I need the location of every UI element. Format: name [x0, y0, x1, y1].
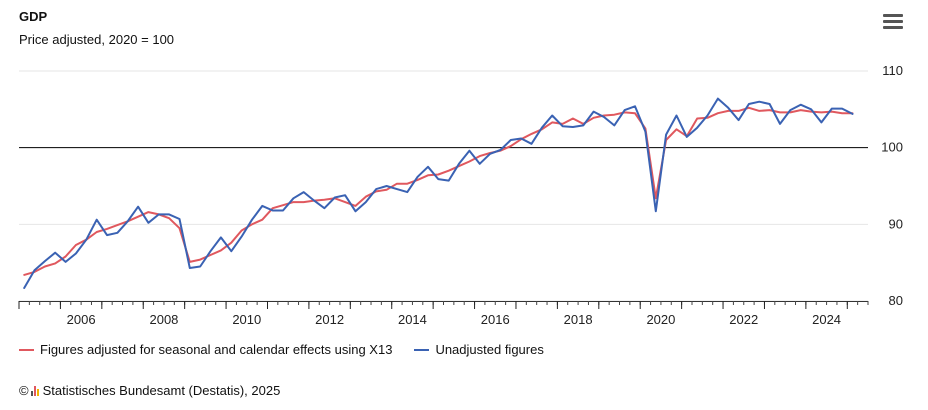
x-tick-label: 2016 — [481, 312, 510, 327]
y-tick-label: 110 — [882, 63, 903, 78]
x-tick-label: 2010 — [232, 312, 261, 327]
hamburger-menu-icon[interactable] — [883, 14, 903, 32]
y-tick-label: 80 — [889, 293, 903, 308]
x-tick-label: 2014 — [398, 312, 427, 327]
gdp-line-chart: 80 90 100 110 2006 2008 2010 2012 2014 2016 2018 20… — [18, 63, 903, 327]
chart-title: GDP — [19, 9, 48, 24]
x-tick-label: 2012 — [315, 312, 344, 327]
x-tick-label: 2018 — [564, 312, 593, 327]
credits-text: Statistisches Bundesamt (Destatis), 2025 — [42, 383, 281, 398]
chart-subtitle: Price adjusted, 2020 = 100 — [19, 32, 175, 47]
legend-label-unadjusted: Unadjusted figures — [435, 342, 544, 357]
x-tick-label: 2020 — [646, 312, 675, 327]
y-tick-label: 100 — [881, 140, 903, 155]
chart-legend: Figures adjusted for seasonal and calend… — [19, 342, 544, 357]
menu-bar — [883, 14, 903, 17]
y-tick-label: 90 — [889, 216, 903, 231]
legend-swatch-seasonal — [19, 348, 34, 351]
x-tick-label: 2022 — [729, 312, 758, 327]
menu-bar — [883, 26, 903, 29]
destatis-logo-icon — [30, 385, 39, 396]
x-tick-label: 2006 — [67, 312, 96, 327]
legend-label-seasonal: Figures adjusted for seasonal and calend… — [40, 342, 393, 357]
x-tick-label: 2024 — [812, 312, 841, 327]
credits: © Statistisches Bundesamt (Destatis), 20… — [19, 383, 280, 398]
legend-swatch-unadjusted — [414, 348, 430, 351]
menu-bar — [883, 20, 903, 23]
series-line-unadjusted — [23, 97, 854, 289]
series-line-seasonal — [23, 106, 854, 276]
legend-item-unadjusted[interactable]: Unadjusted figures — [414, 342, 544, 357]
copyright-symbol: © — [19, 383, 29, 398]
x-tick-label: 2008 — [149, 312, 178, 327]
legend-item-seasonal[interactable]: Figures adjusted for seasonal and calend… — [19, 342, 392, 357]
